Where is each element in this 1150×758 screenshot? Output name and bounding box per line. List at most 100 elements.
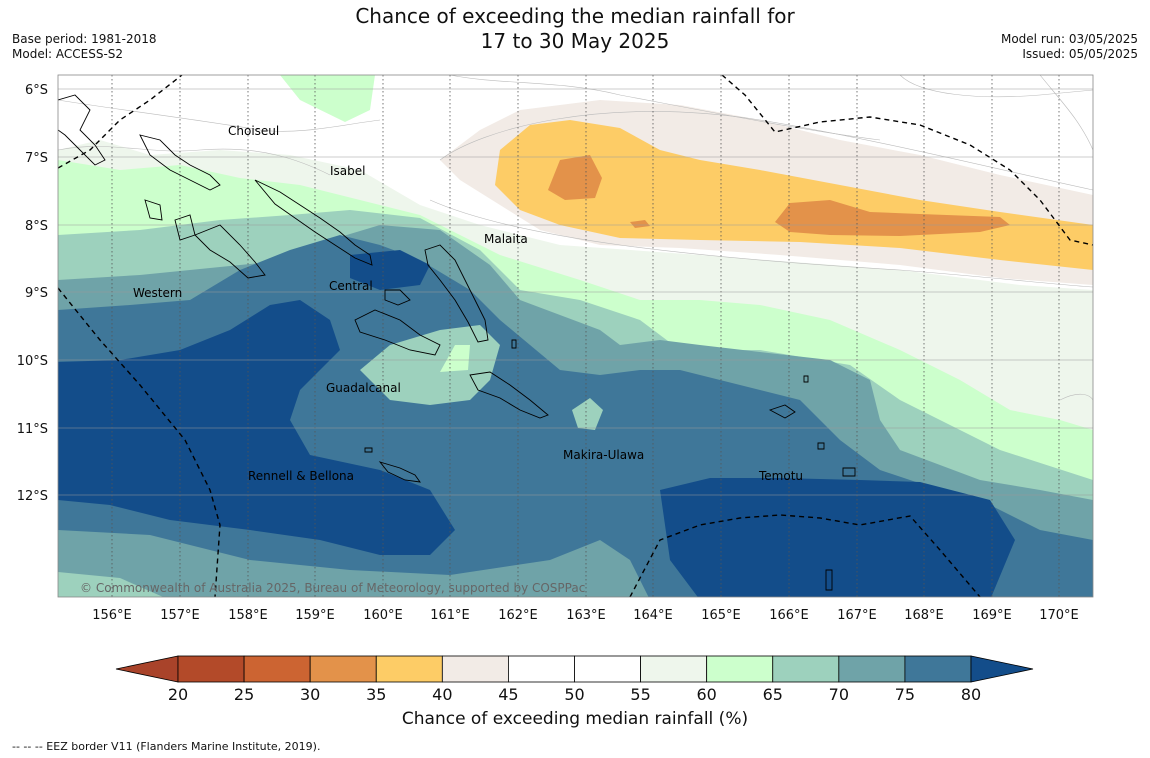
contour-65-70-south — [58, 572, 164, 597]
island-rennell — [378, 461, 421, 483]
eez-border-ne — [721, 75, 1093, 246]
lon-label-169e: 169°E — [972, 608, 1012, 623]
island-guadalcanal — [354, 309, 441, 356]
region-choiseul: Choiseul — [228, 124, 279, 138]
lat-label-6s: 6°S — [25, 83, 48, 98]
lat-label-7s: 7°S — [25, 151, 48, 166]
colorbar-segment — [508, 655, 575, 683]
lat-label-12s: 12°S — [17, 489, 48, 504]
region-isabel: Isabel — [330, 164, 365, 178]
island-choiseul — [139, 134, 221, 191]
lon-label-167e: 167°E — [837, 608, 877, 623]
rainfall-contours — [58, 75, 1093, 597]
issued-date: Issued: 05/05/2025 — [1022, 47, 1138, 61]
colorbar-tick-label: 50 — [564, 685, 584, 704]
lon-label-166e: 166°E — [769, 608, 809, 623]
island-bellona — [364, 447, 373, 453]
colorbar — [115, 655, 1034, 683]
eez-border-se — [629, 514, 981, 597]
island-malaita — [424, 244, 489, 343]
island-florida — [384, 289, 411, 306]
eez-borders — [58, 75, 1093, 597]
colorbar-segment — [375, 655, 443, 683]
colorbar-tick-label: 40 — [432, 685, 452, 704]
colorbar-segment — [706, 655, 774, 683]
lat-label-10s: 10°S — [17, 354, 48, 369]
colorbar-tick-label: 30 — [300, 685, 320, 704]
colorbar-ticks: 20 25 30 35 40 45 50 55 60 65 70 75 80 — [168, 685, 981, 704]
region-temotu: Temotu — [758, 469, 803, 483]
map-frame — [57, 74, 1094, 598]
colorbar-segment — [838, 655, 906, 683]
island-tinakula — [817, 442, 825, 450]
island-anuta — [842, 467, 856, 477]
region-malaita: Malaita — [484, 232, 528, 246]
eez-legend-footer: -- -- -- EEZ border V11 (Flanders Marine… — [12, 740, 321, 753]
island-isabel — [254, 179, 373, 266]
lon-axis: 156°E 157°E 158°E 159°E 160°E 161°E 162°… — [92, 608, 1079, 623]
eez-border-nw — [58, 75, 183, 169]
lon-label-160e: 160°E — [363, 608, 403, 623]
gridlines — [111, 75, 1060, 597]
lon-label-158e: 158°E — [228, 608, 268, 623]
contour-30-35-small — [630, 220, 650, 228]
colorbar-segment — [904, 655, 972, 683]
contour-30-35-west — [548, 155, 602, 200]
lon-label-164e: 164°E — [633, 608, 673, 623]
colorbar-segment — [772, 655, 840, 683]
region-guadalcanal: Guadalcanal — [326, 381, 401, 395]
lat-label-11s: 11°S — [17, 422, 48, 437]
lon-label-161e: 161°E — [430, 608, 470, 623]
island-south — [825, 569, 833, 591]
region-western: Western — [133, 286, 182, 300]
colorbar-tick-label: 80 — [961, 685, 981, 704]
thin-contour-lines — [58, 75, 1093, 401]
model-name: Model: ACCESS-S2 — [12, 47, 124, 61]
contour-70-75-south — [58, 530, 649, 597]
lat-label-9s: 9°S — [25, 286, 48, 301]
island-new-georgia — [194, 224, 266, 279]
colorbar-tick-label: 70 — [829, 685, 849, 704]
contour-70-makira — [572, 398, 603, 430]
lon-label-159e: 159°E — [295, 608, 335, 623]
colorbar-segment — [441, 655, 509, 683]
island-duff — [803, 375, 809, 383]
meta-right: Model run: 03/05/2025 Issued: 05/05/2025 — [1001, 32, 1138, 62]
title-line-1: Chance of exceeding the median rainfall … — [355, 4, 795, 28]
lat-label-8s: 8°S — [25, 219, 48, 234]
island-santa-cruz — [768, 404, 796, 419]
colorbar-segment — [243, 655, 311, 683]
eez-border-w — [58, 287, 221, 597]
colorbar-segment — [309, 655, 377, 683]
colorbar-segment — [574, 655, 641, 683]
lat-gridlines — [58, 88, 1093, 496]
colorbar-tick-label: 60 — [696, 685, 716, 704]
lon-label-156e: 156°E — [92, 608, 132, 623]
colorbar-extend-low — [115, 655, 179, 683]
lon-label-162e: 162°E — [498, 608, 538, 623]
chart-title: Chance of exceeding the median rainfall … — [0, 4, 1150, 54]
colorbar-segment — [640, 655, 708, 683]
colorbar-tick-label: 65 — [763, 685, 783, 704]
island-makira — [469, 371, 549, 419]
island-bougainville — [58, 94, 106, 166]
contour-30-35-east — [775, 200, 1010, 236]
contour-80-central — [350, 250, 430, 290]
colorbar-tick-label: 35 — [366, 685, 386, 704]
colorbar-tick-label: 25 — [234, 685, 254, 704]
meta-left: Base period: 1981-2018 Model: ACCESS-S2 — [12, 32, 157, 62]
contour-80-west — [58, 300, 455, 555]
lon-label-157e: 157°E — [160, 608, 200, 623]
contour-60-65-top — [280, 75, 375, 122]
base-period: Base period: 1981-2018 — [12, 32, 157, 46]
lon-label-168e: 168°E — [904, 608, 944, 623]
model-run: Model run: 03/05/2025 — [1000, 32, 1138, 46]
colorbar-title: Chance of exceeding median rainfall (%) — [401, 709, 749, 729]
title-line-2: 17 to 30 May 2025 — [480, 29, 670, 53]
contour-80-east — [660, 478, 1015, 597]
lat-axis: 6°S 7°S 8°S 9°S 10°S 11°S 12°S — [17, 83, 48, 504]
colorbar-tick-label: 45 — [498, 685, 518, 704]
colorbar-tick-label: 55 — [630, 685, 650, 704]
island-vella — [144, 199, 163, 221]
island-ulawa — [511, 339, 517, 349]
